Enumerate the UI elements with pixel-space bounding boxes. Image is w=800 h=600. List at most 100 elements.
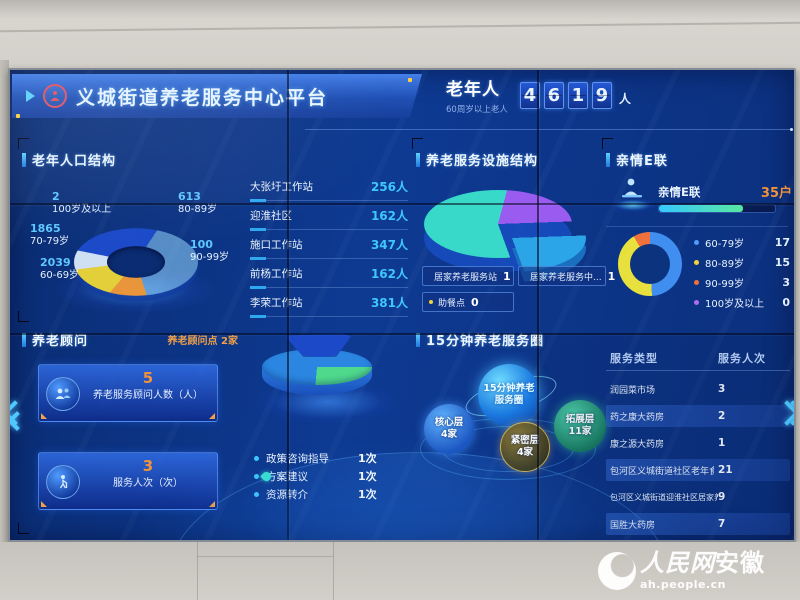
table-divider	[606, 370, 790, 371]
bezel-line	[10, 333, 794, 335]
age-legend-row: 100岁及以上 0	[694, 294, 790, 310]
panel-service-table: 服务类型 服务人次 润园菜市场 3 药之康大药房 2 康之源大药房 1 包河区义…	[606, 338, 794, 540]
panel-title: 养老顾问	[32, 330, 88, 349]
watermark-url: ah.people.cn	[640, 578, 726, 591]
title-accent-bar	[606, 152, 610, 167]
station-row: 大张圩工作站 256人	[250, 172, 408, 202]
stat-sublabel: 60周岁以上老人	[446, 105, 508, 115]
elink-row-label: 亲情E联	[658, 184, 700, 200]
pie-label: 61380-89岁	[178, 190, 217, 216]
service-count-label: 服务人次（次）	[85, 474, 211, 489]
legend-dot	[254, 473, 259, 479]
icon-pedestal	[610, 198, 656, 212]
wall-bottom	[0, 542, 800, 600]
elink-row-value: 35户	[761, 182, 792, 201]
panel-corner	[18, 311, 29, 322]
facility-legend-chip: 居家养老服务中... 1	[518, 266, 615, 286]
table-row[interactable]: 康之源大药房 1	[606, 432, 790, 454]
table-header: 服务人次	[718, 350, 766, 366]
service-count-value: 3	[85, 459, 211, 474]
wall-seam	[333, 542, 334, 600]
pie-label: 2100岁及以上	[52, 190, 111, 216]
station-row: 李荣工作站 381人	[250, 288, 408, 318]
panel-title: 亲情E联	[616, 150, 668, 169]
legend-dot	[694, 259, 699, 265]
elink-person-icon	[618, 176, 646, 204]
bezel-line	[537, 70, 539, 540]
legend-dot	[694, 279, 699, 285]
digit-box: 1	[567, 82, 588, 109]
bezel-line	[287, 70, 289, 540]
pie-exploded-slice	[438, 204, 586, 272]
pie-label: 10090-99岁	[190, 238, 229, 264]
legend-dot	[694, 299, 699, 305]
panel-advisor-services: 政策咨询指导 1次 方案建议 1次 资源转介 1次	[250, 325, 408, 531]
pie-label: 203960-69岁	[40, 256, 79, 282]
advisor-count-card: 5 养老服务顾问人数（人）	[38, 364, 218, 422]
header-dot	[408, 78, 412, 82]
title-accent-bar	[22, 332, 26, 347]
civil-affairs-logo-icon	[43, 84, 67, 108]
facility-legend-chip: 居家养老服务站 1	[422, 266, 514, 286]
digit-box: 9	[591, 82, 612, 109]
pie-label: 186570-79岁	[30, 222, 69, 248]
panel-title: 养老服务设施结构	[426, 150, 538, 169]
panel-title: 老年人口结构	[32, 150, 116, 169]
age-legend-row: 90-99岁 3	[694, 274, 790, 290]
facility-legend-chip: 助餐点 0	[422, 292, 514, 312]
play-arrow-icon	[26, 90, 35, 102]
header-dot	[16, 114, 20, 118]
users-icon	[46, 377, 80, 411]
title-accent-bar	[416, 332, 420, 347]
walking-person-icon	[46, 465, 80, 499]
page-title: 义城街道养老服务中心平台	[76, 83, 328, 110]
table-row[interactable]: 药之康大药房 2	[606, 405, 790, 427]
age-legend-row: 60-79岁 17	[694, 234, 790, 250]
wall-top	[0, 0, 800, 70]
table-row[interactable]: 包河区义城街道社区老年食堂 21	[606, 459, 790, 481]
service-circle-globe: 15分钟养老 服务圈	[478, 364, 540, 426]
digit-counter: 4 6 1 9	[519, 82, 612, 109]
service-legend-row: 政策咨询指导 1次	[254, 449, 404, 467]
screen-glare	[10, 70, 794, 540]
table-row[interactable]: 国胜大药房 7	[606, 513, 790, 535]
advisor-count-value: 5	[85, 371, 211, 386]
table-row[interactable]: 包河区义城街道迎淮社区居家养老服务站 9	[606, 486, 790, 508]
panel-population: 老年人口结构 2100岁及以上 61380-89岁 186570-79岁 100…	[18, 138, 238, 322]
dashboard-screen: 义城街道养老服务中心平台 老年人 60周岁以上老人 4 6 1 9 人 老年人口…	[8, 68, 796, 542]
bubble-tight-layer: 紧密层 4家	[500, 422, 550, 472]
people-daily-watermark: 人民网安徽 ah.people.cn	[598, 545, 798, 597]
cylinder-chart-slice	[284, 333, 354, 357]
panel-corner	[602, 138, 613, 149]
progress-fill	[659, 205, 743, 212]
wall-panel-tint	[537, 333, 794, 540]
elderly-total-stat: 老年人 60周岁以上老人 4 6 1 9 人	[446, 82, 631, 115]
header-bar: 义城街道养老服务中心平台	[12, 74, 422, 118]
panel-corner	[18, 138, 29, 149]
advisor-count-label: 养老服务顾问人数（人）	[85, 386, 211, 401]
digit-box: 6	[543, 82, 564, 109]
title-accent-bar	[416, 152, 420, 167]
wall-seam	[197, 556, 333, 557]
panel-facilities: 养老服务设施结构 居家养老服务站 1 居家养老服务中... 1 助餐点 0	[412, 138, 615, 318]
table-header: 服务类型	[610, 350, 658, 366]
panel-corner	[18, 523, 29, 534]
legend-dot	[254, 455, 259, 461]
wall-seam	[197, 542, 198, 600]
stat-label: 老年人	[446, 80, 500, 100]
elink-age-donut-chart	[618, 232, 682, 296]
legend-dot	[694, 239, 699, 245]
table-row[interactable]: 润园菜市场 3	[606, 378, 790, 400]
stat-unit: 人	[619, 90, 631, 107]
legend-dot	[429, 300, 433, 304]
bubble-expand-layer: 拓展层 11家	[554, 400, 606, 452]
station-row: 施口工作站 347人	[250, 230, 408, 260]
wall-left	[0, 60, 9, 542]
service-count-card: 3 服务人次（次）	[38, 452, 218, 510]
panel-divider	[606, 226, 788, 227]
station-row: 迎淮社区 162人	[250, 201, 408, 231]
panel-stations-list: 大张圩工作站 256人 迎淮社区 162人 施口工作站 347人 前杨工作站 1…	[250, 158, 408, 318]
people-daily-logo-icon	[598, 552, 636, 590]
header-divider-line	[305, 128, 793, 131]
bezel-line	[10, 203, 794, 205]
